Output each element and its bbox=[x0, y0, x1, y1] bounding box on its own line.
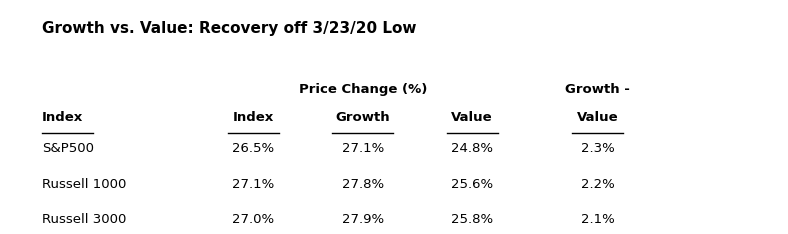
Text: Growth: Growth bbox=[336, 110, 390, 124]
Text: Value: Value bbox=[452, 110, 493, 124]
Text: Russell 1000: Russell 1000 bbox=[42, 178, 126, 191]
Text: Growth -: Growth - bbox=[565, 83, 630, 96]
Text: Value: Value bbox=[577, 110, 619, 124]
Text: Growth vs. Value: Recovery off 3/23/20 Low: Growth vs. Value: Recovery off 3/23/20 L… bbox=[42, 21, 416, 36]
Text: 2.3%: 2.3% bbox=[581, 143, 615, 155]
Text: 2.2%: 2.2% bbox=[581, 178, 615, 191]
Text: 25.6%: 25.6% bbox=[452, 178, 493, 191]
Text: Russell 3000: Russell 3000 bbox=[42, 213, 126, 226]
Text: Price Change (%): Price Change (%) bbox=[299, 83, 427, 96]
Text: 25.8%: 25.8% bbox=[452, 213, 493, 226]
Text: 26.5%: 26.5% bbox=[232, 143, 274, 155]
Text: S&P500: S&P500 bbox=[42, 143, 94, 155]
Text: 27.0%: 27.0% bbox=[232, 213, 274, 226]
Text: 24.8%: 24.8% bbox=[452, 143, 493, 155]
Text: Index: Index bbox=[42, 110, 84, 124]
Text: Index: Index bbox=[232, 110, 273, 124]
Text: 27.1%: 27.1% bbox=[232, 178, 274, 191]
Text: 27.1%: 27.1% bbox=[341, 143, 384, 155]
Text: 27.9%: 27.9% bbox=[342, 213, 384, 226]
Text: 27.8%: 27.8% bbox=[342, 178, 384, 191]
Text: 2.1%: 2.1% bbox=[581, 213, 615, 226]
